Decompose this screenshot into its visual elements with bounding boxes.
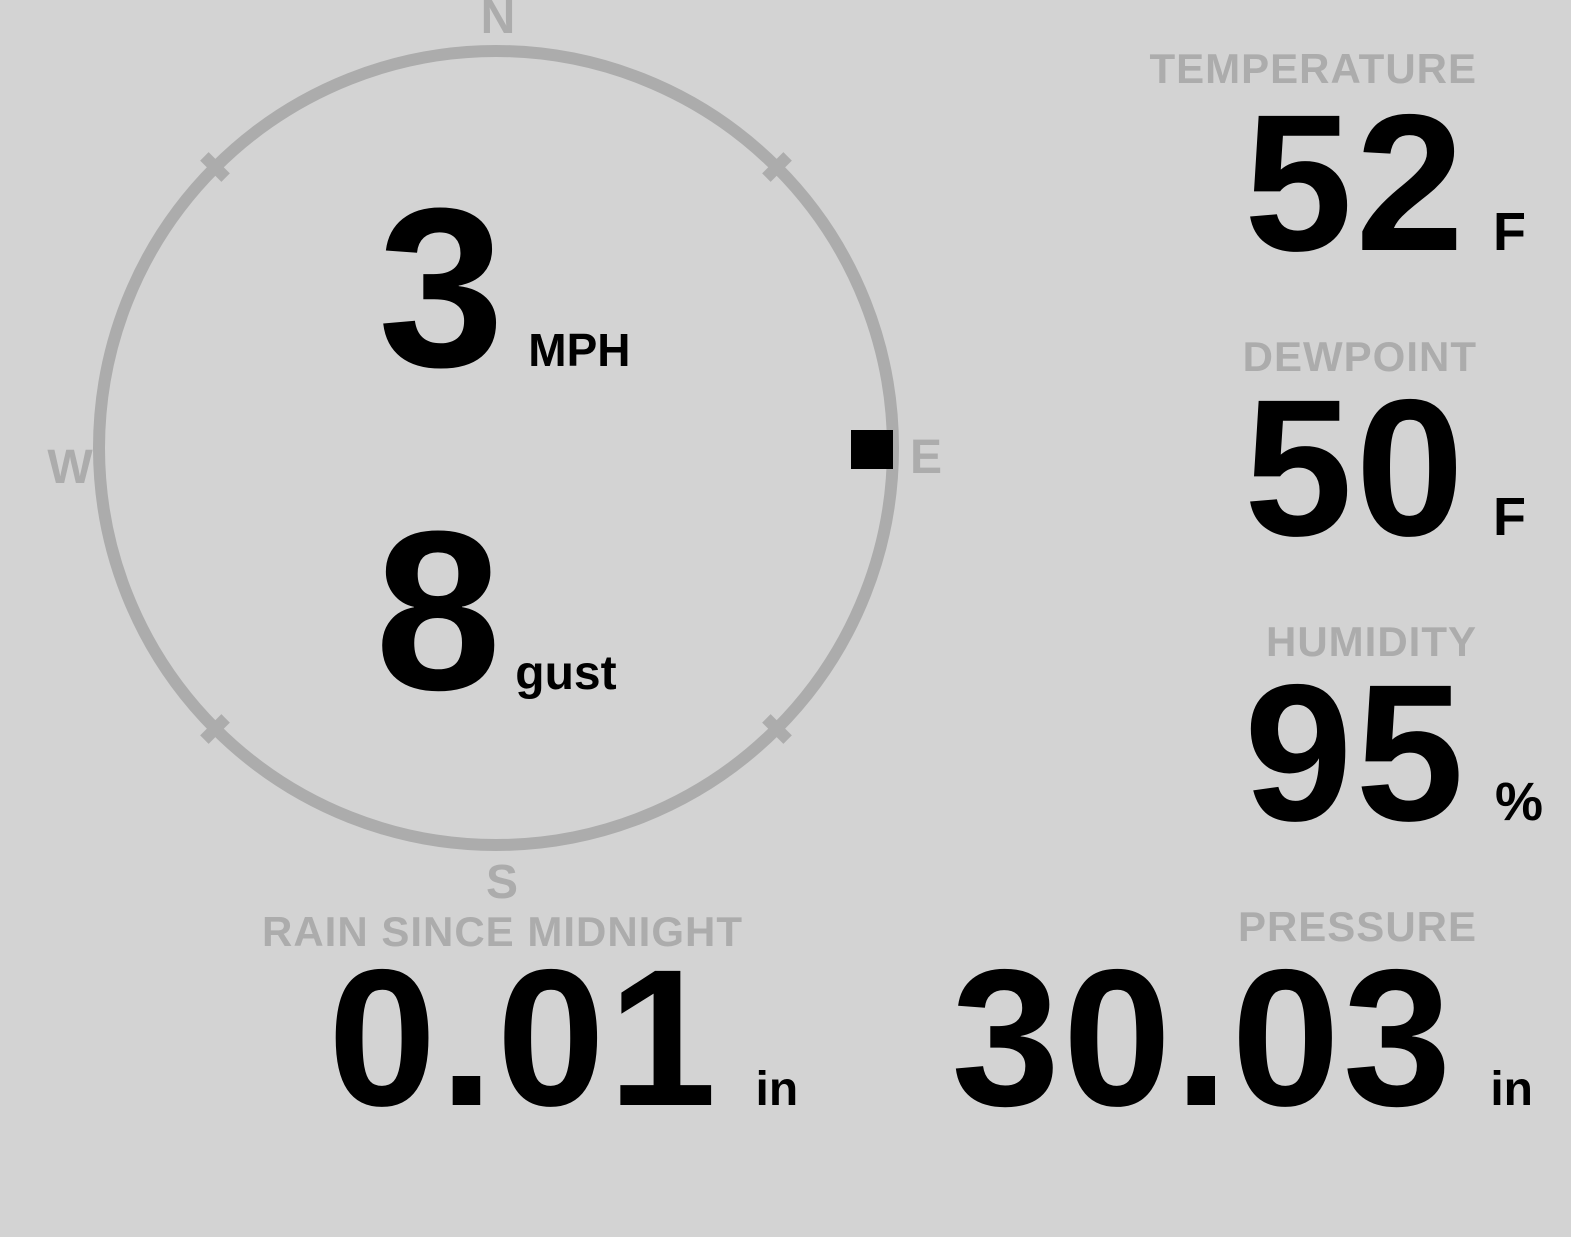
temperature-unit: F: [1493, 202, 1526, 262]
compass-label-south: S: [485, 856, 518, 909]
dewpoint-unit: F: [1493, 487, 1526, 547]
humidity-value: 95 %: [1244, 656, 1543, 851]
humidity-number: 95: [1244, 644, 1467, 862]
wind-direction-marker: [851, 430, 893, 469]
wind-gust-unit: gust: [515, 647, 617, 700]
rain-value: 0.01 in: [328, 941, 798, 1136]
humidity-label: HUMIDITY: [1266, 618, 1477, 665]
temperature-value: 52 F: [1244, 86, 1526, 281]
dewpoint-value: 50 F: [1244, 371, 1526, 566]
temperature-number: 52: [1244, 74, 1467, 292]
temperature-label: TEMPERATURE: [1149, 45, 1477, 92]
rain-number: 0.01: [328, 929, 720, 1147]
pressure-label: PRESSURE: [1237, 903, 1477, 950]
pressure-value: 30.03 in: [951, 941, 1533, 1136]
wind-gust: 8 gust: [375, 498, 617, 725]
compass-label-west: W: [47, 441, 93, 494]
pressure-number: 30.03: [951, 929, 1455, 1147]
wind-speed-value: 3: [378, 162, 505, 415]
rain-unit: in: [755, 1063, 799, 1116]
humidity-unit: %: [1494, 772, 1543, 832]
compass-label-north: N: [480, 0, 516, 44]
compass-label-east: E: [909, 431, 942, 484]
rain-label: RAIN SINCE MIDNIGHT: [262, 908, 743, 955]
wind-speed: 3 MPH: [378, 175, 630, 402]
wind-speed-unit: MPH: [528, 324, 631, 376]
wind-gust-value: 8: [375, 485, 502, 738]
dewpoint-label: DEWPOINT: [1242, 333, 1477, 380]
dewpoint-number: 50: [1244, 359, 1467, 577]
pressure-unit: in: [1490, 1063, 1533, 1116]
